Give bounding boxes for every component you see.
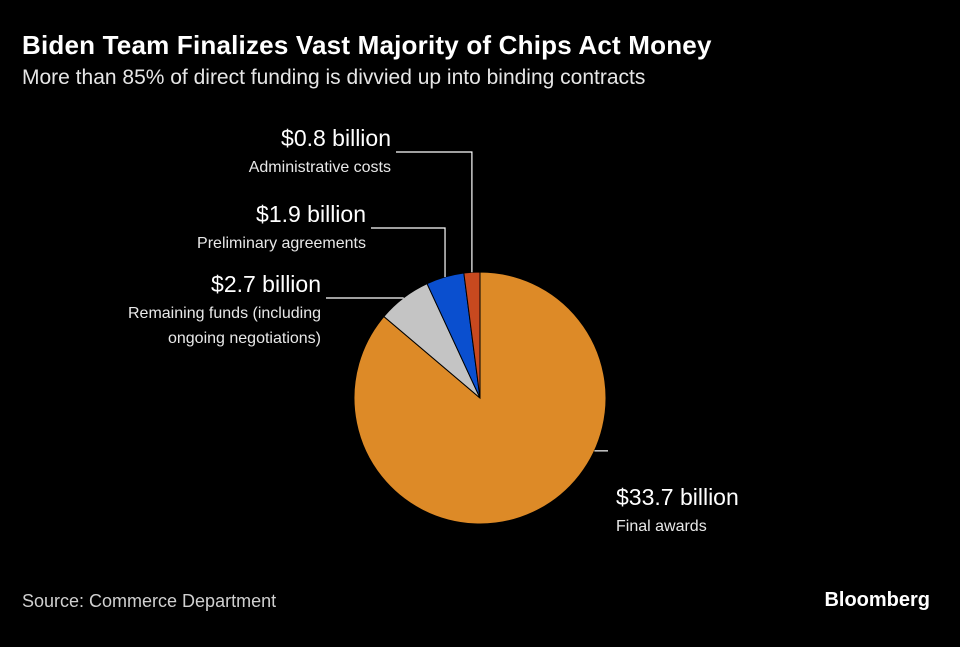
slice-name-label: ongoing negotiations) — [168, 330, 321, 347]
slice-value-label: $33.7 billion — [616, 484, 739, 510]
slice-value-label: $0.8 billion — [281, 125, 391, 151]
leader-line — [396, 151, 473, 273]
slice-labels: $33.7 billion Final awards $2.7 billion Rem… — [128, 125, 739, 535]
leader-lines — [326, 151, 608, 452]
bloomberg-logo: Bloomberg — [824, 589, 930, 611]
source-note: Source: Commerce Department — [22, 591, 277, 611]
slice-name-label: Final awards — [616, 518, 707, 535]
slice-value-label: $1.9 billion — [256, 201, 366, 227]
chart-subtitle: More than 85% of direct funding is divvi… — [22, 66, 646, 89]
pie-slice-administrative-costs — [463, 271, 481, 399]
chart-title: Biden Team Finalizes Vast Majority of Ch… — [22, 30, 712, 60]
slice-name-label: Preliminary agreements — [197, 235, 366, 252]
slice-name-label: Remaining funds (including — [128, 305, 321, 322]
slice-value-label: $2.7 billion — [211, 271, 321, 297]
leader-line — [371, 227, 446, 277]
pie-slices — [353, 271, 607, 525]
slice-name-label: Administrative costs — [249, 159, 391, 176]
